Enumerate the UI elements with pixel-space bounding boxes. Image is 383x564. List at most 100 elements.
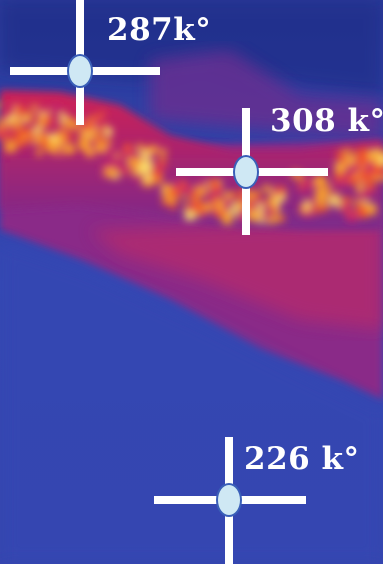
hot-pixel xyxy=(373,154,383,165)
marker-dot xyxy=(216,483,242,517)
hot-pixel xyxy=(158,148,168,158)
hot-pixel xyxy=(347,173,359,185)
hot-pixel xyxy=(310,196,319,205)
hot-pixel xyxy=(268,197,275,205)
hot-pixel xyxy=(162,200,169,207)
hot-pixel xyxy=(119,150,126,157)
hot-pixel xyxy=(315,196,327,208)
hot-pixel xyxy=(102,161,113,173)
hot-pixel xyxy=(18,141,25,148)
hot-pixel xyxy=(303,178,314,189)
hot-pixel xyxy=(149,145,158,154)
hot-pixel xyxy=(138,156,148,166)
hot-pixel xyxy=(6,121,16,131)
hot-pixel xyxy=(65,118,75,128)
hot-pixel xyxy=(249,213,259,222)
hot-pixel xyxy=(162,184,172,194)
hot-pixel xyxy=(297,173,304,180)
hot-pixel xyxy=(321,204,329,212)
hot-pixel xyxy=(12,137,22,146)
hot-pixel xyxy=(156,162,166,172)
hot-pixel xyxy=(223,203,231,210)
hot-pixel xyxy=(70,120,80,131)
hot-pixel xyxy=(228,209,235,216)
hot-pixel xyxy=(136,143,144,151)
hot-pixel xyxy=(0,127,4,135)
hot-pixel xyxy=(20,116,28,124)
hot-pixel xyxy=(12,119,21,128)
hot-pixel xyxy=(0,122,3,129)
hot-pixel xyxy=(267,215,277,224)
hot-pixel xyxy=(312,205,321,215)
hot-pixel xyxy=(0,130,11,141)
hot-pixel xyxy=(358,153,370,165)
hot-pixel xyxy=(213,202,220,209)
hot-pixel xyxy=(121,165,129,173)
hot-pixel xyxy=(216,201,227,212)
hot-pixel xyxy=(361,189,372,200)
hot-pixel xyxy=(331,190,339,198)
hot-pixel xyxy=(343,158,355,170)
hot-pixel xyxy=(30,104,39,113)
hot-pixel xyxy=(335,171,343,179)
marker-dot xyxy=(67,54,93,88)
hot-pixel xyxy=(137,165,144,172)
hot-pixel xyxy=(232,207,242,217)
hot-pixel xyxy=(62,131,72,142)
hot-pixel xyxy=(314,175,326,187)
hot-pixel xyxy=(149,157,157,165)
hot-pixel xyxy=(106,167,117,178)
hot-pixel xyxy=(59,124,67,131)
hot-pixel xyxy=(353,171,361,179)
hot-pixel xyxy=(356,184,364,192)
hot-pixel xyxy=(165,192,177,204)
temperature-label: 226 k° xyxy=(244,441,360,477)
hot-pixel xyxy=(78,139,90,151)
hot-pixel xyxy=(211,181,221,191)
hot-pixel xyxy=(362,173,373,184)
hot-pixel xyxy=(273,188,281,196)
hot-pixel xyxy=(354,199,362,207)
hot-pixel xyxy=(304,195,313,204)
hot-pixel xyxy=(41,135,50,144)
hot-pixel xyxy=(313,183,323,193)
hot-pixel xyxy=(371,169,380,178)
hot-pixel xyxy=(3,121,11,129)
hot-pixel xyxy=(346,164,358,176)
hot-pixel xyxy=(181,196,188,203)
hot-pixel xyxy=(84,117,90,124)
hot-pixel xyxy=(341,148,353,160)
hot-pixel xyxy=(276,214,283,221)
hot-pixel xyxy=(269,205,279,214)
hot-pixel xyxy=(128,158,139,169)
hot-pixel xyxy=(378,155,383,165)
hot-pixel xyxy=(35,149,43,156)
hot-pixel xyxy=(257,203,264,210)
hot-pixel xyxy=(90,142,97,149)
hot-pixel xyxy=(346,211,358,222)
hot-pixel xyxy=(366,184,374,191)
hot-pixel xyxy=(262,184,271,193)
hot-pixel xyxy=(232,191,239,198)
hot-pixel xyxy=(0,101,1,109)
hot-pixel xyxy=(64,144,75,155)
hot-pixel xyxy=(4,141,16,153)
hot-pixel xyxy=(55,149,62,156)
hot-pixel xyxy=(329,195,341,207)
hot-pixel xyxy=(195,184,207,196)
hot-pixel xyxy=(54,120,60,127)
hot-pixel xyxy=(222,214,233,225)
hot-pixel xyxy=(152,171,161,180)
marker-dot xyxy=(233,155,259,189)
hot-pixel xyxy=(341,196,351,206)
hot-pixel xyxy=(139,149,151,161)
hot-pixel xyxy=(48,133,56,141)
hot-pixel xyxy=(53,106,63,116)
hot-pixel xyxy=(46,143,56,153)
hot-pixel xyxy=(116,165,125,174)
hot-pixel xyxy=(335,163,345,173)
hot-pixel xyxy=(102,138,112,148)
hot-pixel xyxy=(104,127,113,136)
hot-pixel xyxy=(203,189,215,201)
